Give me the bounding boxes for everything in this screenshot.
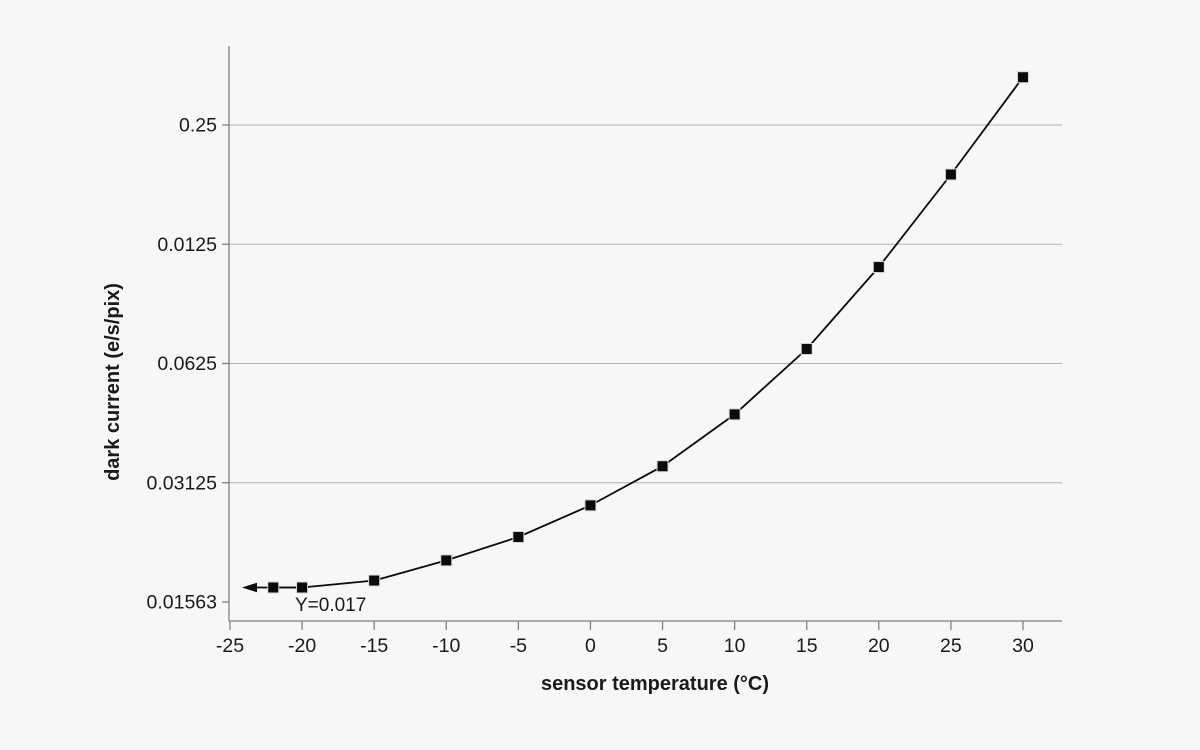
x-tick-label: -5 — [510, 635, 527, 657]
x-tick-label: 15 — [796, 635, 818, 657]
x-axis-title: sensor temperature (°C) — [541, 673, 769, 695]
gridlines — [229, 124, 1062, 484]
annotation-label: Y=0.017 — [295, 595, 366, 616]
y-tick-label: 0.03125 — [147, 472, 218, 494]
data-point-marker — [872, 261, 885, 274]
data-point-marker — [728, 408, 741, 421]
x-tick-label: 5 — [657, 635, 668, 657]
tick-labels: -25 -20 -15 -10 -5 0 5 10 15 20 25 30 0.25 0.0125 0.06… — [147, 115, 1034, 658]
x-tick-label: -15 — [360, 635, 388, 657]
series-line — [273, 76, 1024, 589]
data-series — [242, 71, 1029, 594]
data-point-marker — [296, 581, 309, 594]
data-point-marker — [944, 168, 957, 181]
data-point-marker — [800, 342, 813, 355]
data-point-marker — [267, 581, 280, 594]
data-point-marker — [512, 530, 525, 543]
axes — [228, 46, 1062, 622]
y-axis-title: dark current (e/s/pix) — [102, 283, 124, 481]
x-tick-label: 20 — [868, 635, 890, 657]
x-tick-label: 25 — [940, 635, 962, 657]
annotation-arrow-head — [242, 582, 257, 593]
data-point-marker — [368, 574, 381, 587]
x-tick-label: 0 — [585, 635, 596, 657]
ticks — [222, 124, 1024, 630]
x-tick-label: -20 — [288, 635, 316, 657]
y-tick-label: 0.01563 — [147, 592, 218, 614]
y-tick-label: 0.0125 — [157, 234, 217, 256]
data-point-marker — [1016, 71, 1029, 84]
x-tick-label: 30 — [1012, 635, 1034, 657]
data-point-marker — [656, 460, 669, 473]
x-tick-label: -25 — [216, 635, 244, 657]
data-point-marker — [440, 554, 453, 567]
y-tick-label: 0.25 — [179, 115, 217, 137]
y-tick-label: 0.0625 — [157, 353, 217, 375]
x-tick-label: 10 — [724, 635, 746, 657]
x-tick-label: -10 — [432, 635, 460, 657]
data-point-marker — [584, 499, 597, 512]
